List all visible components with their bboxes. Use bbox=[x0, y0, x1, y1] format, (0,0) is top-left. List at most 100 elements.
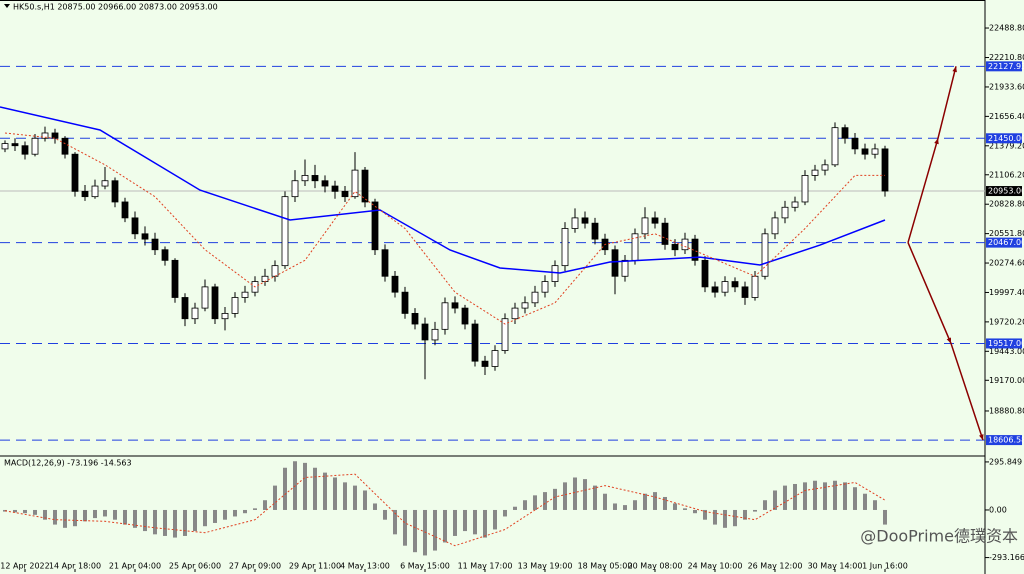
candle-body bbox=[261, 275, 269, 282]
macd-bar bbox=[843, 482, 847, 510]
macd-bar bbox=[483, 509, 487, 538]
candle-body bbox=[101, 180, 109, 187]
candle-body bbox=[511, 307, 519, 320]
macd-bar bbox=[673, 503, 677, 510]
macd-bar bbox=[263, 500, 267, 510]
candle-body bbox=[651, 217, 659, 224]
x-tick-label: 12 Apr 2022 bbox=[0, 562, 49, 571]
candle-body bbox=[531, 291, 539, 304]
candle-body bbox=[551, 265, 559, 282]
macd-bar bbox=[603, 493, 607, 510]
candle-body bbox=[541, 281, 549, 293]
candle-body bbox=[591, 222, 599, 240]
macd-bar bbox=[193, 509, 197, 532]
macd-bar bbox=[503, 509, 507, 517]
macd-bar bbox=[23, 509, 27, 514]
candle-body bbox=[181, 297, 189, 320]
macd-y-tick-label: 295.849 bbox=[989, 457, 1022, 466]
candle-body bbox=[401, 291, 409, 314]
macd-bar bbox=[493, 509, 497, 530]
y-tick-label: 19997.40 bbox=[989, 288, 1024, 297]
candle-body bbox=[641, 217, 649, 235]
candle-body bbox=[131, 217, 139, 235]
y-tick-label: 22210.80 bbox=[989, 53, 1024, 62]
candle-body bbox=[681, 238, 689, 251]
y-tick-label: 19443.00 bbox=[989, 347, 1024, 356]
candle-body bbox=[781, 206, 789, 219]
candle-body bbox=[441, 302, 449, 330]
macd-bar bbox=[643, 493, 647, 510]
candle-body bbox=[611, 249, 619, 277]
level-label: 19517.00 bbox=[988, 339, 1024, 348]
arrow-head bbox=[934, 138, 939, 145]
macd-bar bbox=[593, 485, 597, 510]
candle-body bbox=[701, 259, 709, 288]
candle-body bbox=[791, 201, 799, 208]
arrow-head bbox=[946, 337, 951, 344]
x-tick-label: 18 May 05:00 bbox=[578, 562, 633, 571]
macd-bar bbox=[683, 508, 687, 510]
menu-arrow[interactable] bbox=[4, 4, 10, 8]
x-tick-label: 30 May 14:00 bbox=[808, 562, 863, 571]
y-tick-label: 21933.60 bbox=[989, 82, 1024, 91]
macd-bar bbox=[223, 509, 227, 520]
macd-bar bbox=[723, 509, 727, 528]
macd-bar bbox=[393, 509, 397, 535]
candle-body bbox=[301, 175, 309, 182]
macd-bar bbox=[533, 495, 537, 510]
candle-body bbox=[51, 132, 59, 139]
level-box bbox=[986, 133, 1022, 144]
y-tick-label: 18880.80 bbox=[989, 406, 1024, 415]
candle-body bbox=[221, 313, 229, 320]
macd-bar bbox=[523, 500, 527, 510]
macd-bar bbox=[363, 490, 367, 510]
candle-body bbox=[151, 238, 159, 251]
candle-body bbox=[391, 275, 399, 293]
arrow-head bbox=[979, 434, 984, 441]
macd-bar bbox=[833, 480, 837, 510]
candle-body bbox=[661, 222, 669, 245]
macd-bar bbox=[633, 500, 637, 510]
level-box bbox=[986, 435, 1022, 446]
watermark: @DooPrime德璞资本 bbox=[860, 527, 1018, 546]
candle-body bbox=[71, 153, 79, 192]
macd-bar bbox=[233, 509, 237, 517]
macd-bar bbox=[143, 509, 147, 532]
macd-bar bbox=[883, 509, 887, 525]
candle-body bbox=[361, 169, 369, 203]
y-tick-label: 20828.80 bbox=[989, 200, 1024, 209]
macd-bar bbox=[733, 509, 737, 527]
candle-body bbox=[121, 201, 129, 219]
candle-body bbox=[801, 175, 809, 203]
candle-body bbox=[561, 228, 569, 267]
macd-bar bbox=[753, 509, 757, 512]
candle-body bbox=[31, 137, 39, 155]
macd-bar bbox=[613, 503, 617, 510]
candle-body bbox=[311, 175, 319, 182]
candle-body bbox=[501, 318, 509, 351]
macd-bar bbox=[803, 482, 807, 510]
macd-bar bbox=[473, 509, 477, 535]
candle-body bbox=[421, 323, 429, 341]
macd-bar bbox=[203, 509, 207, 527]
candle-body bbox=[711, 286, 719, 293]
y-tick-label: 20551.80 bbox=[989, 229, 1024, 238]
y-tick-label: 19720.20 bbox=[989, 317, 1024, 326]
candle-body bbox=[771, 217, 779, 235]
candle-body bbox=[621, 259, 629, 277]
candle-body bbox=[241, 291, 249, 298]
candle-body bbox=[751, 275, 759, 298]
y-tick-label: 22488.80 bbox=[989, 24, 1024, 33]
level-label: 18606.58 bbox=[988, 436, 1024, 445]
moving-average bbox=[0, 106, 886, 274]
macd-bar bbox=[273, 485, 277, 510]
macd-bar bbox=[3, 509, 7, 512]
candle-body bbox=[331, 185, 339, 192]
candle-body bbox=[201, 286, 209, 309]
candle-body bbox=[881, 148, 889, 192]
x-tick-label: 21 Apr 04:00 bbox=[109, 562, 161, 571]
y-tick-label: 20274.60 bbox=[989, 259, 1024, 268]
candle-body bbox=[571, 217, 579, 229]
